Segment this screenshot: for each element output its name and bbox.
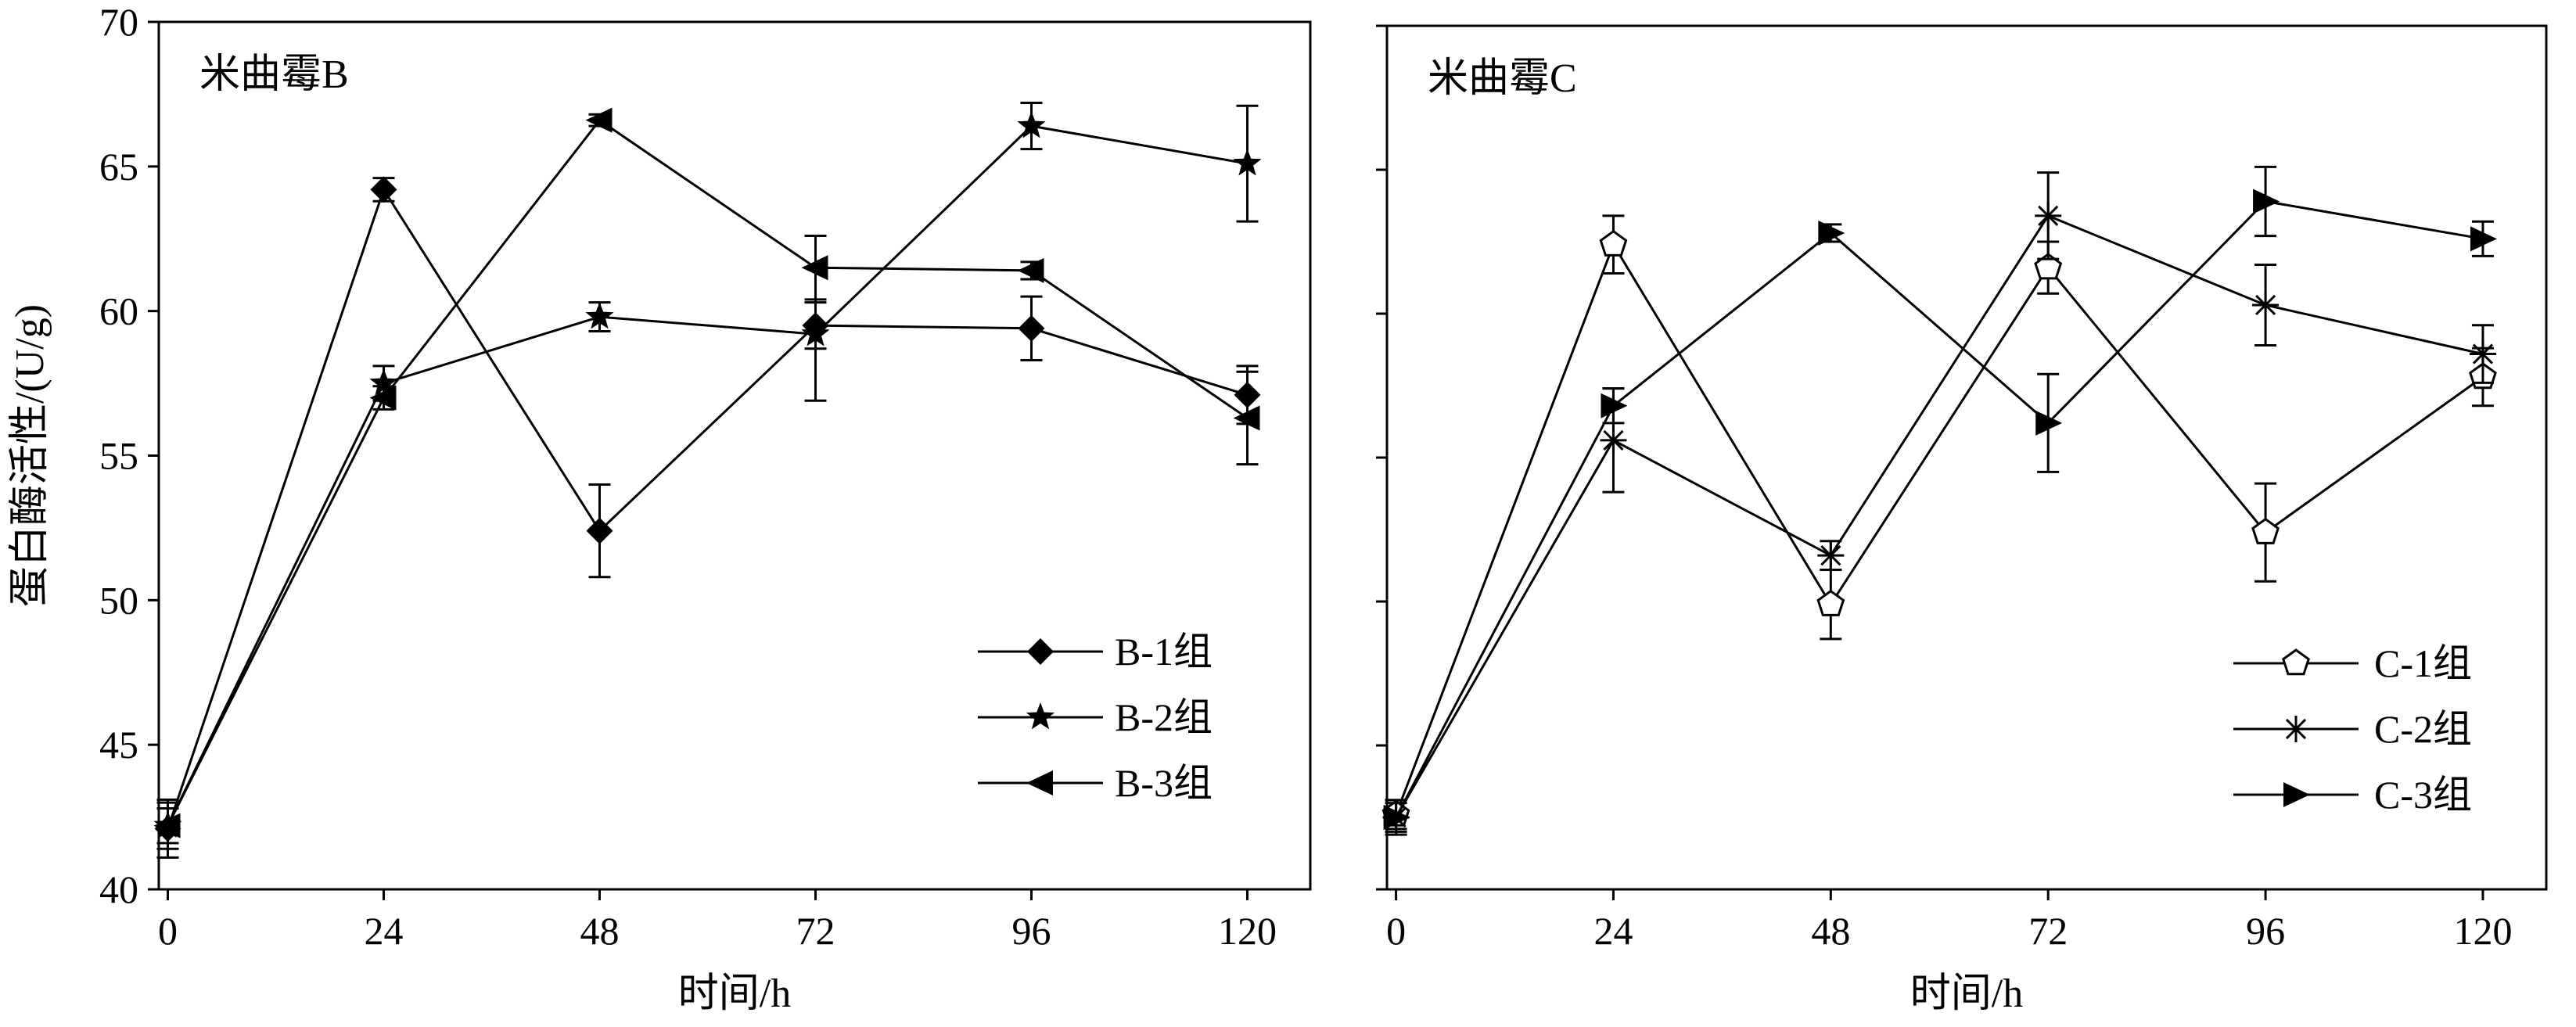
x-tick-label: 48 — [580, 909, 620, 953]
data-point — [2251, 517, 2280, 544]
y-tick-label: 50 — [99, 578, 138, 622]
series-B-1组 — [154, 176, 1261, 859]
x-tick-label: 0 — [1386, 909, 1406, 953]
y-tick-label: 40 — [99, 867, 138, 911]
legend-marker — [1027, 638, 1054, 665]
data-point — [2035, 410, 2063, 436]
chart-panel-2: 0 24 48 72 96 120 米曲霉C 时间/h C-1组 C-2组 C-3组 — [1376, 24, 2548, 1016]
series-line — [167, 118, 1248, 827]
data-point — [1600, 426, 1627, 454]
x-axis-label: 时间/h — [678, 971, 791, 1016]
data-point — [585, 107, 613, 133]
data-point — [1383, 805, 1410, 830]
series-line — [167, 124, 1248, 827]
data-point — [801, 319, 830, 347]
data-point — [1233, 405, 1260, 431]
data-point — [585, 302, 614, 329]
series-line — [1395, 214, 2484, 818]
legend-label: C-3组 — [2374, 773, 2472, 817]
x-tick-label: 72 — [2028, 909, 2068, 953]
series-C-1组 — [1381, 214, 2497, 831]
y-tick-label: 60 — [99, 289, 138, 333]
data-point — [1233, 149, 1262, 176]
legend-label: C-2组 — [2374, 707, 2472, 751]
x-tick-label: 0 — [158, 909, 178, 953]
y-tick-label: 70 — [99, 0, 138, 44]
legend-marker — [2283, 716, 2309, 742]
data-point — [153, 813, 181, 838]
series-C-2组 — [1382, 171, 2496, 833]
data-point — [2252, 291, 2280, 318]
legend-marker — [1026, 770, 1053, 795]
data-point — [1818, 220, 1845, 246]
legend-label: C-1组 — [2374, 641, 2472, 685]
panel-title: 米曲霉C — [1428, 56, 1577, 101]
x-tick-label: 72 — [796, 909, 835, 953]
legend-marker — [1026, 702, 1055, 730]
legend-label: B-2组 — [1115, 695, 1213, 739]
data-point — [1817, 542, 1845, 569]
data-point — [2470, 226, 2497, 252]
y-axis-label: 蛋白酶活性/(U/g) — [8, 304, 52, 607]
legend: B-1组 B-2组 B-3组 — [978, 630, 1213, 805]
x-tick-label: 24 — [365, 909, 404, 953]
series-line — [1395, 199, 2484, 818]
x-tick-label: 120 — [1218, 909, 1277, 953]
data-point — [369, 368, 398, 396]
data-point — [1017, 257, 1044, 283]
x-tick-label: 24 — [1593, 909, 1633, 953]
series-line — [167, 186, 1248, 829]
legend: C-1组 C-2组 C-3组 — [2233, 641, 2472, 817]
panel-title: 米曲霉B — [199, 52, 349, 97]
x-axis-label: 时间/h — [1910, 971, 2023, 1016]
x-tick-label: 96 — [1012, 909, 1051, 953]
data-point — [369, 385, 397, 411]
legend-marker — [2283, 782, 2310, 807]
series-line — [1395, 242, 2484, 815]
data-point — [370, 176, 397, 203]
series-C-3组 — [1383, 165, 2497, 836]
x-tick-label: 96 — [2246, 909, 2285, 953]
series-B-3组 — [153, 107, 1260, 845]
data-point — [586, 517, 613, 544]
x-tick-label: 120 — [2453, 909, 2512, 953]
legend-label: B-3组 — [1115, 761, 1213, 805]
data-point — [1018, 314, 1045, 342]
legend-label: B-1组 — [1115, 630, 1213, 673]
legend-marker — [2282, 648, 2310, 676]
x-tick-label: 48 — [1811, 909, 1850, 953]
data-point — [2034, 253, 2063, 280]
y-tick-label: 65 — [99, 145, 138, 189]
y-tick-label: 55 — [99, 434, 138, 478]
data-point — [1599, 229, 1628, 257]
plot-frame — [1385, 24, 2548, 891]
data-point — [2253, 189, 2280, 214]
data-point — [1816, 589, 1845, 616]
data-point — [2035, 202, 2062, 229]
y-tick-label: 45 — [99, 723, 138, 767]
data-point — [1017, 111, 1046, 138]
data-point — [1601, 393, 1628, 418]
data-point — [2469, 340, 2496, 368]
series-B-2组 — [153, 102, 1262, 850]
chart-panel-1: 40 45 50 55 60 65 70 0 24 48 72 96 120 米曲霉B 时间/h 蛋白酶活性/… — [8, 0, 1312, 1016]
data-point — [801, 255, 828, 281]
plot-frame — [157, 20, 1312, 891]
